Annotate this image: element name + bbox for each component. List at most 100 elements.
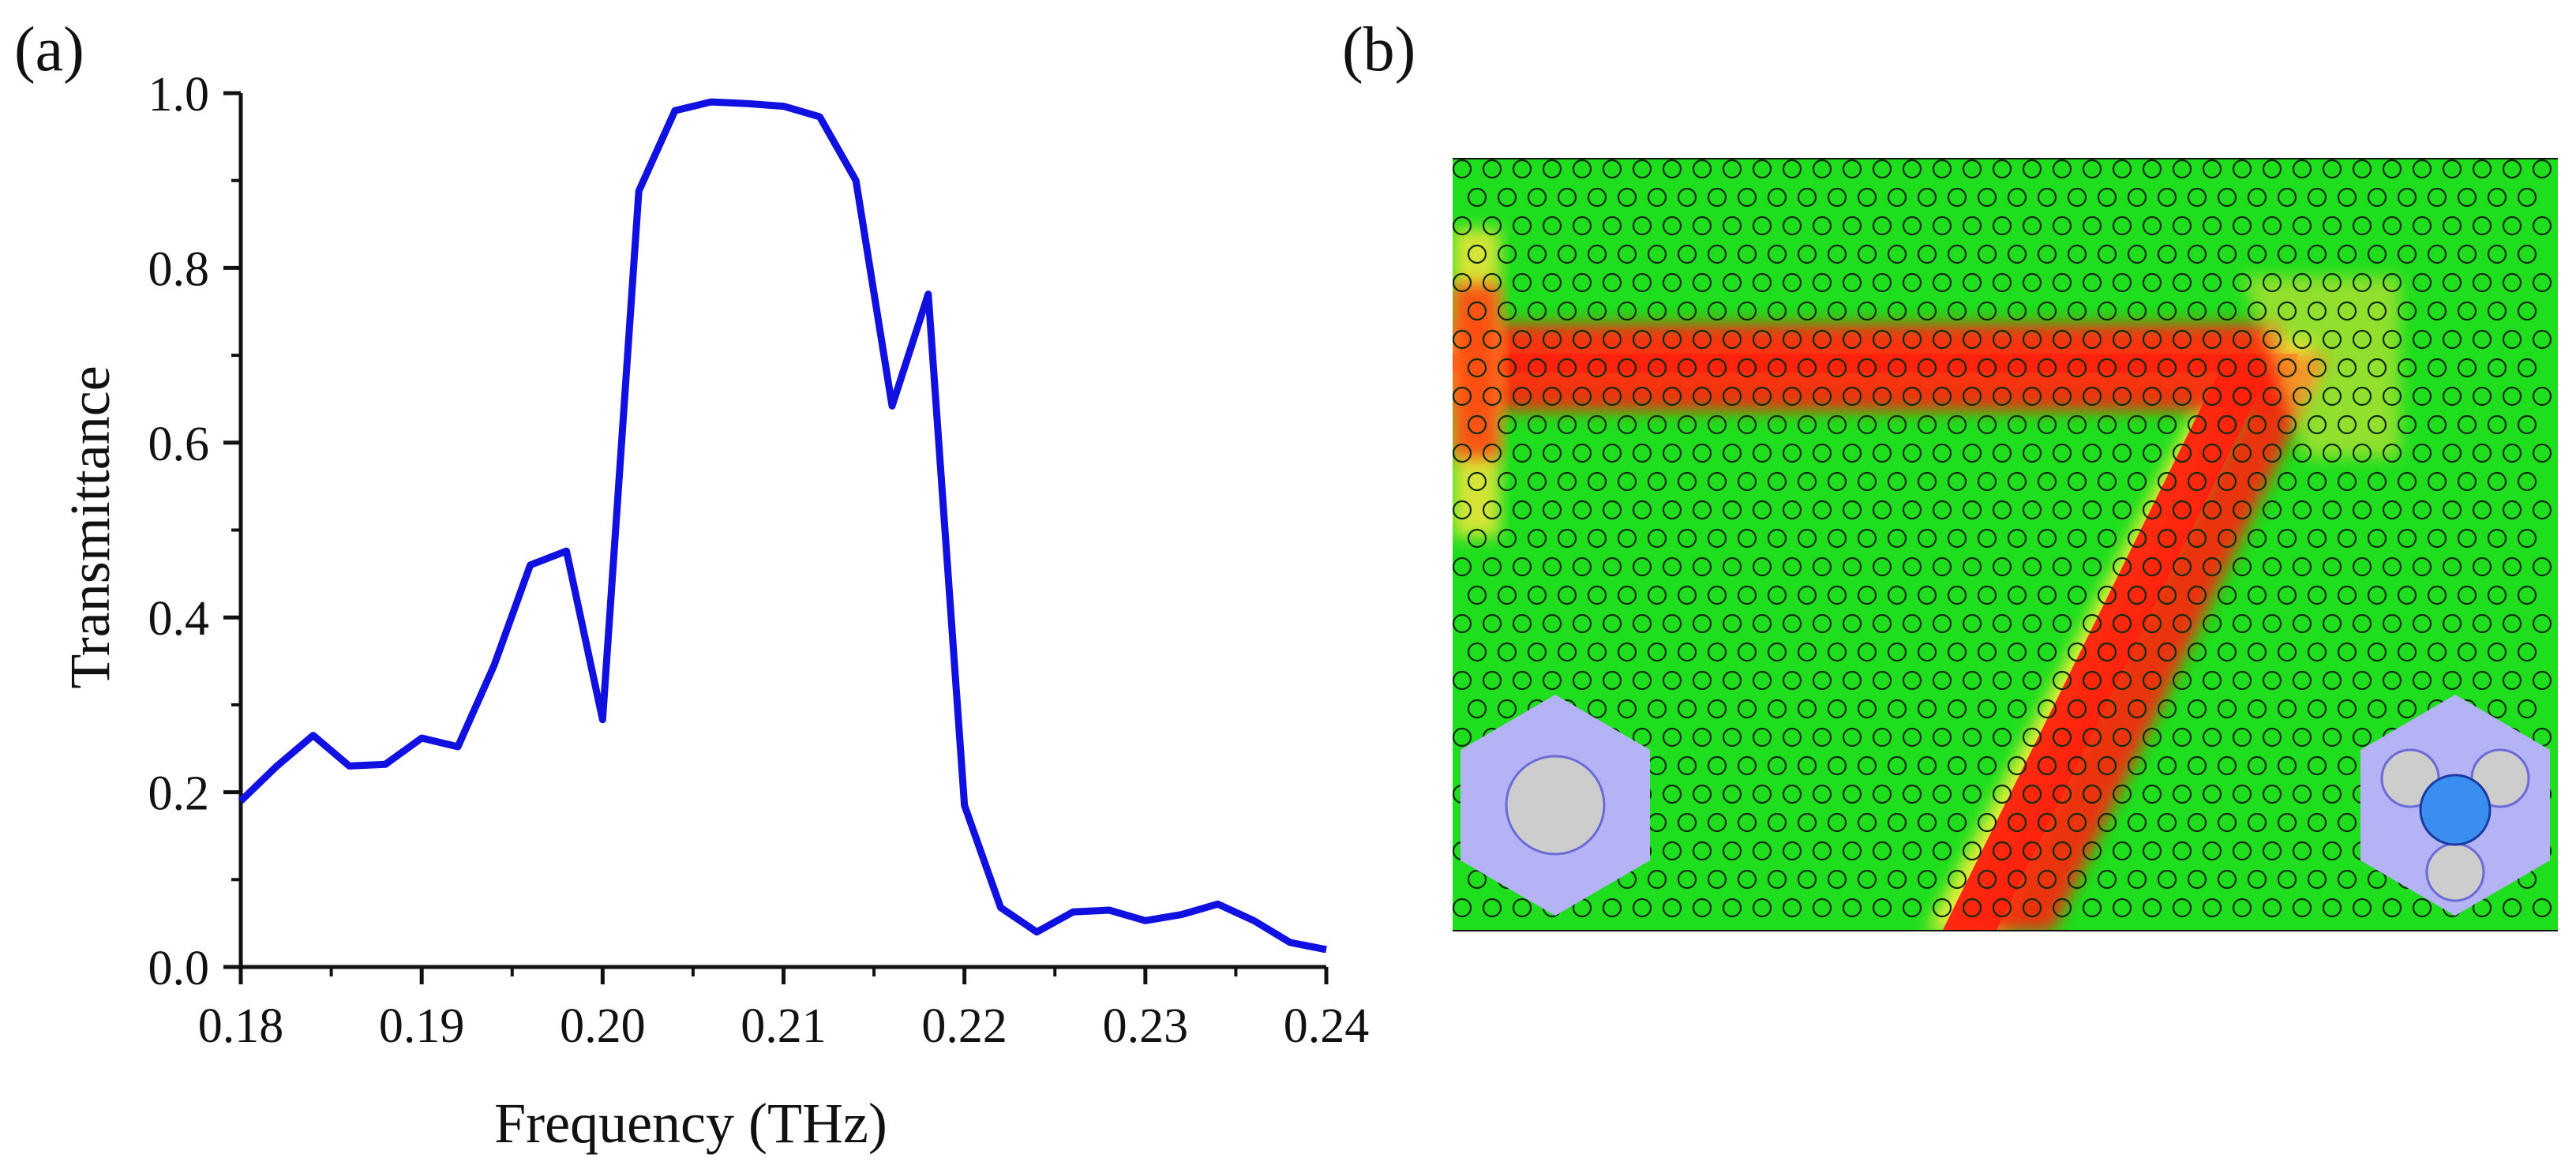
lattice-rod: [1632, 557, 1652, 577]
lattice-rod: [2457, 471, 2477, 492]
lattice-rod: [2502, 386, 2522, 407]
lattice-rod: [1662, 727, 1682, 748]
lattice-rod: [1707, 812, 1727, 833]
lattice-rod: [2187, 812, 2207, 833]
lattice-rod: [1527, 414, 1547, 435]
lattice-rod: [1857, 585, 1877, 605]
lattice-rod: [1932, 670, 1952, 691]
lattice-rod: [2337, 812, 2357, 833]
lattice-rod: [2487, 528, 2507, 549]
lattice-rod: [2157, 642, 2177, 662]
lattice-rod: [2292, 500, 2312, 520]
lattice-rod: [1617, 187, 1637, 208]
lattice-rod: [2262, 500, 2282, 520]
lattice-rod: [2472, 500, 2492, 520]
lattice-rod: [1722, 613, 1742, 634]
lattice-rod: [1647, 244, 1667, 264]
lattice-rod: [1917, 699, 1937, 719]
lattice-rod: [2532, 159, 2552, 179]
lattice-rod: [2322, 841, 2342, 861]
lattice-rod: [2082, 784, 2102, 804]
lattice-rod: [2022, 329, 2042, 350]
lattice-rod: [1842, 557, 1862, 577]
lattice-rod: [2112, 272, 2132, 293]
lattice-rod: [2442, 159, 2462, 179]
lattice-rod: [2142, 500, 2162, 520]
lattice-rod: [1497, 471, 1517, 492]
lattice-rod: [1902, 500, 1922, 520]
lattice-rod: [2232, 272, 2252, 293]
lattice-rod: [2217, 414, 2237, 435]
lattice-rod: [2142, 613, 2162, 634]
lattice-rod: [2247, 755, 2267, 776]
lattice-rod: [2202, 727, 2222, 748]
lattice-rod: [1632, 613, 1652, 634]
lattice-rod: [1812, 386, 1832, 407]
lattice-rod: [2382, 613, 2402, 634]
lattice-rod: [2307, 642, 2327, 662]
lattice-rod: [2397, 358, 2417, 378]
lattice-rod: [1527, 528, 1547, 549]
lattice-rod: [2232, 613, 2252, 634]
lattice-rod: [2112, 215, 2132, 236]
lattice-rod: [1947, 585, 1967, 605]
lattice-rod: [2487, 585, 2507, 605]
lattice-rod: [1647, 642, 1667, 662]
lattice-rod: [2142, 386, 2162, 407]
lattice-rod: [1692, 443, 1712, 463]
lattice-rod: [1992, 898, 2012, 918]
lattice-rod: [1782, 841, 1802, 861]
lattice-rod: [2262, 215, 2282, 236]
panel-a-label: (a): [14, 15, 84, 84]
lattice-rod: [1692, 898, 1712, 918]
lattice-rod: [1917, 755, 1937, 776]
lattice-rod: [1482, 386, 1502, 407]
lattice-rod: [2427, 585, 2447, 605]
lattice-rod: [1887, 471, 1907, 492]
lattice-rod: [2202, 386, 2222, 407]
lattice-rod: [1812, 272, 1832, 293]
lattice-rod: [2502, 329, 2522, 350]
lattice-rod: [1467, 301, 1487, 321]
lattice-rod: [1453, 670, 1472, 691]
lattice-rod: [2532, 215, 2552, 236]
lattice-rod: [2307, 471, 2327, 492]
lattice-rod: [1512, 898, 1532, 918]
lattice-rod: [2352, 272, 2372, 293]
lattice-rod: [2067, 358, 2087, 378]
lattice-rod: [2532, 557, 2552, 577]
lattice-rod: [2202, 841, 2222, 861]
lattice-rod: [1453, 215, 1472, 236]
lattice-rod: [2007, 301, 2027, 321]
lattice-rod: [2532, 329, 2552, 350]
lattice-rod: [1662, 215, 1682, 236]
lattice-rod: [1962, 784, 1982, 804]
lattice-rod: [2442, 500, 2462, 520]
lattice-rod: [2427, 244, 2447, 264]
lattice-rod: [2262, 159, 2282, 179]
lattice-rod: [1497, 642, 1517, 662]
lattice-rod: [2352, 159, 2372, 179]
lattice-rod: [1977, 244, 1997, 264]
lattice-rod: [2037, 755, 2057, 776]
lattice-rod: [2292, 557, 2312, 577]
lattice-rod: [1857, 755, 1877, 776]
lattice-rod: [1797, 755, 1817, 776]
lattice-rod: [2502, 670, 2522, 691]
lattice-rod: [1632, 500, 1652, 520]
lattice-rod: [2502, 443, 2522, 463]
lattice-rod: [1977, 869, 1997, 890]
lattice-rod: [2247, 528, 2267, 549]
lattice-rod: [1782, 500, 1802, 520]
lattice-rod: [2037, 642, 2057, 662]
lattice-rod: [2247, 414, 2267, 435]
lattice-rod: [2307, 585, 2327, 605]
lattice-rod: [2517, 358, 2537, 378]
lattice-rod: [2247, 471, 2267, 492]
lattice-rod: [1812, 784, 1832, 804]
lattice-rod: [2187, 699, 2207, 719]
lattice-rod: [2442, 557, 2462, 577]
lattice-rod: [2067, 755, 2087, 776]
lattice-rod: [1827, 414, 1847, 435]
lattice-rod: [2247, 699, 2267, 719]
